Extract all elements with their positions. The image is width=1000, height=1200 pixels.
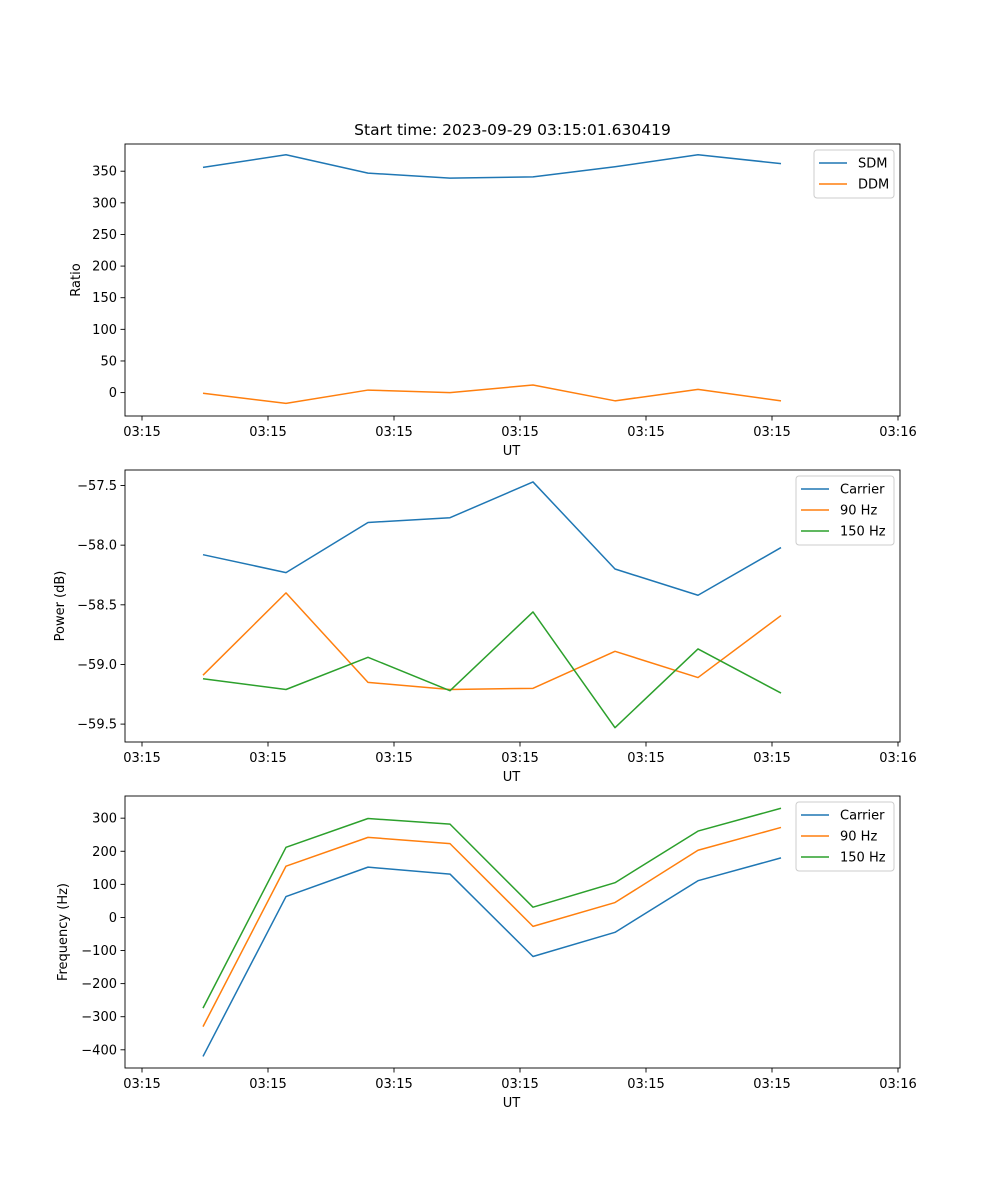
y-tick-label: 100	[92, 878, 117, 893]
series-line-carrier	[202, 857, 782, 1057]
y-tick-label: −100	[81, 944, 117, 959]
y-tick-label: 300	[92, 812, 117, 827]
series-line-150-hz	[202, 611, 782, 729]
y-axis-label: Power (dB)	[53, 571, 68, 642]
x-axis-label: UT	[503, 1096, 521, 1111]
y-tick-label: 50	[100, 354, 117, 369]
x-tick-label: 03:15	[627, 751, 664, 766]
series-line-150-hz	[202, 807, 782, 1009]
plot-frame	[124, 795, 901, 1069]
series-line-ddm	[202, 384, 782, 405]
legend-label-sdm: SDM	[858, 157, 887, 172]
y-tick-label: 100	[92, 323, 117, 338]
y-tick-label: −59.5	[77, 718, 117, 733]
legend-box	[795, 801, 895, 872]
plot-frame	[124, 469, 901, 743]
y-tick-label: 300	[92, 196, 117, 211]
x-tick-label: 03:15	[375, 425, 412, 440]
y-tick-label: −58.5	[77, 598, 117, 613]
legend: SDM DDM	[813, 149, 895, 199]
x-tick-label: 03:15	[123, 425, 160, 440]
legend-box	[813, 149, 895, 199]
legend-label-150-hz: 150 Hz	[840, 525, 886, 540]
chart-title: Start time: 2023-09-29 03:15:01.630419	[354, 121, 671, 139]
y-tick-label: −58.0	[77, 539, 117, 554]
y-tick-label: −200	[81, 977, 117, 992]
series-line-90-hz	[202, 826, 782, 1027]
x-axis-label: UT	[503, 444, 521, 459]
y-tick-label: 200	[92, 845, 117, 860]
x-tick-label: 03:15	[753, 751, 790, 766]
x-tick-label: 03:15	[375, 751, 412, 766]
y-tick-label: −300	[81, 1010, 117, 1025]
y-tick-label: 200	[92, 260, 117, 275]
y-tick-label: 0	[109, 386, 117, 401]
legend: Carrier 90 Hz 150 Hz	[795, 801, 895, 872]
chart-3: 03:15 03:15 03:15 03:15 03:15 03:15 03:16 300 20…	[56, 795, 917, 1111]
legend-label-90-hz: 90 Hz	[840, 830, 877, 845]
legend-box	[795, 475, 895, 546]
x-tick-label: 03:15	[249, 425, 286, 440]
x-tick-label: 03:15	[123, 1077, 160, 1092]
x-tick-label: 03:15	[123, 751, 160, 766]
legend-label-ddm: DDM	[858, 178, 889, 193]
x-tick-label: 03:15	[753, 1077, 790, 1092]
x-tick-label: 03:16	[879, 425, 916, 440]
y-tick-label: 150	[92, 291, 117, 306]
y-tick-label: 350	[92, 165, 117, 180]
chart-1: Start time: 2023-09-29 03:15:01.63041903…	[69, 121, 917, 459]
x-tick-label: 03:15	[249, 1077, 286, 1092]
legend-label-150-hz: 150 Hz	[840, 851, 886, 866]
legend-label-carrier: Carrier	[840, 809, 885, 824]
x-tick-label: 03:15	[501, 1077, 538, 1092]
x-axis-label: UT	[503, 770, 521, 785]
y-axis-label: Ratio	[69, 263, 84, 296]
y-tick-label: −59.0	[77, 658, 117, 673]
y-tick-label: 250	[92, 228, 117, 243]
x-tick-label: 03:15	[249, 751, 286, 766]
legend-label-90-hz: 90 Hz	[840, 504, 877, 519]
series-line-90-hz	[202, 592, 782, 691]
chart-2: 03:15 03:15 03:15 03:15 03:15 03:15 03:16 −57.5…	[53, 469, 917, 785]
y-tick-label: −57.5	[77, 479, 117, 494]
x-tick-label: 03:15	[501, 425, 538, 440]
x-tick-label: 03:15	[627, 425, 664, 440]
y-tick-label: 0	[109, 911, 117, 926]
x-tick-label: 03:16	[879, 751, 916, 766]
x-tick-label: 03:15	[375, 1077, 412, 1092]
legend-label-carrier: Carrier	[840, 483, 885, 498]
legend: Carrier 90 Hz 150 Hz	[795, 475, 895, 546]
y-tick-label: −400	[81, 1043, 117, 1058]
x-tick-label: 03:15	[501, 751, 538, 766]
x-tick-label: 03:16	[879, 1077, 916, 1092]
x-tick-label: 03:15	[753, 425, 790, 440]
x-tick-label: 03:15	[627, 1077, 664, 1092]
y-axis-label: Frequency (Hz)	[56, 883, 71, 981]
series-line-carrier	[202, 481, 782, 597]
series-line-sdm	[202, 154, 782, 179]
plot-frame	[124, 143, 901, 417]
